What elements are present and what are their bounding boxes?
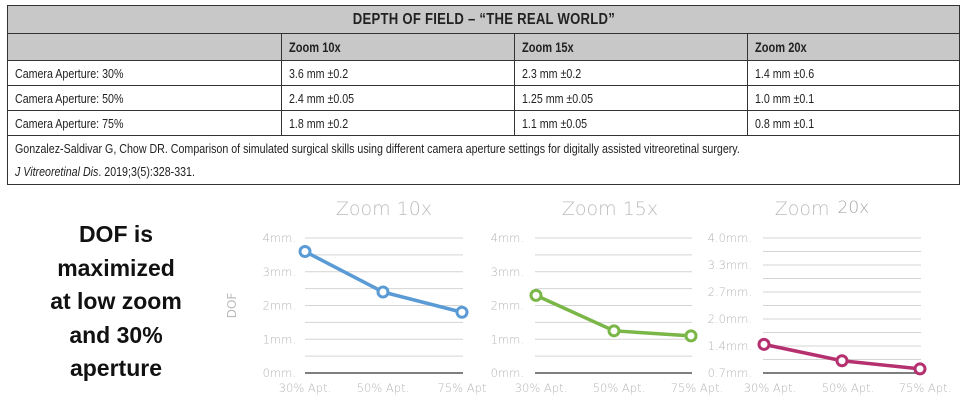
value-cell: 1.0 mm ±0.1 [747,85,960,111]
chart-panel-2: 0mm. 1mm. 2mm. 3mm. 4mm. 30% Apt. 50% Apt. 75% … [491,198,724,395]
data-point [529,288,543,302]
x-tick-label: 50% Apt. [822,381,875,395]
y-tick-label: 4.0mm. [708,231,752,245]
y-tick-label: 0.7mm. [708,366,752,380]
chart-panel-1: 0mm. 1mm. 2mm. 3mm. 4mm. 30% Apt. 50% Apt. 75% … [225,198,486,395]
series-line [304,249,463,314]
takeaway-line: DOF is [78,221,154,247]
x-tick-label: 30% Apt. [279,381,332,395]
chart-title: Zoom 20x [775,198,869,220]
cell-value: 1.1 mm ±0.05 [522,115,588,131]
cell-value: 0.8 mm ±0.1 [755,115,815,131]
data-point [376,285,390,299]
cell-value: 1.25 mm ±0.05 [522,90,594,106]
table-row: Camera Aperture: 30% 3.6 mm ±0.2 2.3 mm … [7,60,960,86]
citation: Gonzalez-Saldivar G, Chow DR. Comparison… [15,137,952,183]
citation-cell: Gonzalez-Saldivar G, Chow DR. Comparison… [7,135,960,185]
y-tick-label: 2mm. [263,299,296,313]
chart-title-suffix: 20x [838,198,870,218]
y-tick-label: 4mm. [263,231,296,245]
chart-title: Zoom 10x [336,198,432,220]
header-cell-zoom-15x: Zoom 15x [514,33,748,61]
cell-value: 1.0 mm ±0.1 [755,90,815,106]
cell-value: 2.4 mm ±0.05 [289,90,355,106]
data-point [607,324,621,338]
data-point [455,305,469,319]
y-tick-label: 0mm. [491,366,524,380]
takeaway-line: aperture [69,355,163,381]
data-point [757,337,771,351]
data-point [835,354,849,368]
x-tick-label: 30% Apt. [515,381,568,395]
y-tick-label: 3mm. [263,265,296,279]
x-tick-label: 30% Apt. [744,381,797,395]
data-point [684,329,698,343]
row-label: Camera Aperture: 50% [15,90,124,106]
row-label: Camera Aperture: 30% [15,65,124,81]
value-cell: 0.8 mm ±0.1 [747,110,960,136]
y-tick-label: 1mm. [263,332,296,346]
value-cell: 1.4 mm ±0.6 [747,60,960,86]
y-tick-label: 2.0mm. [708,312,752,326]
table-title-text: DEPTH OF FIELD – “THE REAL WORLD” [352,10,615,28]
header-zoom-15x: Zoom 15x [522,39,574,55]
value-cell: 2.4 mm ±0.05 [281,85,515,111]
citation-text: Gonzalez-Saldivar G, Chow DR. Comparison… [15,141,740,156]
cell-value: 1.4 mm ±0.6 [755,65,815,81]
takeaway-line: maximized [57,254,175,281]
y-tick-label: 3.3mm. [708,258,752,272]
x-tick-label: 75% Apt [438,381,487,395]
y-tick-label: 3mm. [491,265,524,279]
dof-table: DEPTH OF FIELD – “THE REAL WORLD” Zoom 1… [7,5,960,185]
cell-value: 1.8 mm ±0.2 [289,115,349,131]
row-label: Camera Aperture: 75% [15,115,124,131]
data-point [298,245,312,258]
header-zoom-10x: Zoom 10x [289,39,341,55]
y-tick-label: 4mm. [491,231,524,245]
table-row: Camera Aperture: 75% 1.8 mm ±0.2 1.1 mm … [7,110,960,136]
takeaway-line: at low zoom [50,288,182,314]
chart-panel-3: 0.7mm. 1.4mm. 2.0mm. 2.7mm. 3.3mm. 4.0mm. 30% … [708,198,952,395]
x-tick-label: 75% Apt. [899,381,952,395]
y-axis-label: DOF [225,293,239,319]
header-cell-zoom-10x: Zoom 10x [281,33,515,61]
table-title: DEPTH OF FIELD – “THE REAL WORLD” [7,5,960,34]
value-cell: 1.25 mm ±0.05 [514,85,748,111]
citation-journal: J Vitreoretinal Dis [15,164,99,179]
y-tick-label: 2mm. [491,299,524,313]
x-tick-label: 50% Apt. [593,381,646,395]
takeaway-line: and 30% [69,321,163,348]
header-zoom-20x: Zoom 20x [755,39,807,55]
table-header-row: Zoom 10x Zoom 15x Zoom 20x [7,33,960,61]
y-tick-label: 2.7mm. [708,285,752,299]
x-tick-label: 75% Apt. [671,381,724,395]
data-point [913,362,927,376]
cell-value: 2.3 mm ±0.2 [522,65,582,81]
value-cell: 3.6 mm ±0.2 [281,60,515,86]
cell-value: 3.6 mm ±0.2 [289,65,349,81]
citation-reference: . 2019;3(5):328-331. [98,164,195,179]
citation-row: Gonzalez-Saldivar G, Chow DR. Comparison… [7,135,960,185]
header-cell-zoom-20x: Zoom 20x [747,33,960,61]
y-tick-label: 1.4mm. [708,339,752,353]
x-tick-label: 50% Apt. [357,381,410,395]
chart-title: Zoom 15x [562,198,658,220]
y-tick-label: 1mm. [491,332,524,346]
row-label-cell: Camera Aperture: 30% [7,60,282,86]
y-tick-label: 0mm. [263,366,296,380]
takeaway-text: DOF is maximized at low zoom and 30% ape… [10,218,222,386]
